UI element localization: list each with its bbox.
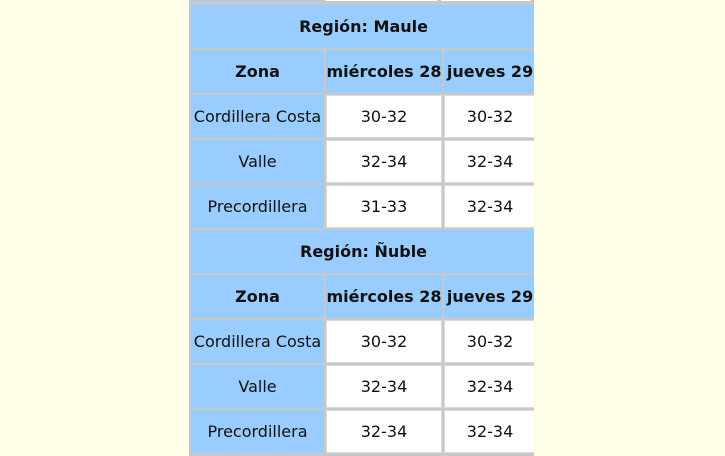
value-cell: 32-34 [444, 185, 534, 228]
table-row: Precordillera 32-34 32-34 [191, 410, 534, 453]
zone-cell: Valle [191, 365, 324, 408]
stub-cell [440, 0, 532, 2]
column-header-day1: miércoles 28 [326, 50, 442, 93]
value-cell: 31-33 [326, 185, 442, 228]
forecast-table: Región: Maule Zona miércoles 28 jueves 2… [189, 3, 534, 455]
table-row: Cordillera Costa 30-32 30-32 [191, 320, 534, 363]
region-title: Región: Ñuble [191, 230, 534, 273]
value-cell: 32-34 [326, 365, 442, 408]
column-header-day2: jueves 29 [444, 50, 534, 93]
zone-cell: Valle [191, 140, 324, 183]
value-cell: 30-32 [326, 95, 442, 138]
value-cell: 30-32 [444, 95, 534, 138]
stub-cell [191, 0, 322, 2]
value-cell: 30-32 [444, 320, 534, 363]
column-header-day1: miércoles 28 [326, 275, 442, 318]
header-row: Zona miércoles 28 jueves 29 [191, 275, 534, 318]
zone-cell: Precordillera [191, 185, 324, 228]
value-cell: 30-32 [326, 320, 442, 363]
value-cell: 32-34 [444, 140, 534, 183]
table-row: Precordillera 31-33 32-34 [191, 185, 534, 228]
column-header-zona: Zona [191, 50, 324, 93]
value-cell: 32-34 [444, 410, 534, 453]
value-cell: 32-34 [444, 365, 534, 408]
zone-cell: Cordillera Costa [191, 320, 324, 363]
zone-cell: Precordillera [191, 410, 324, 453]
forecast-table-container: Región: Maule Zona miércoles 28 jueves 2… [189, 0, 534, 456]
column-header-day2: jueves 29 [444, 275, 534, 318]
region-row: Región: Ñuble [191, 230, 534, 273]
stub-cell [324, 0, 438, 2]
table-row: Cordillera Costa 30-32 30-32 [191, 95, 534, 138]
value-cell: 32-34 [326, 140, 442, 183]
region-title: Región: Maule [191, 5, 534, 48]
table-row: Valle 32-34 32-34 [191, 140, 534, 183]
zone-cell: Cordillera Costa [191, 95, 324, 138]
table-row: Valle 32-34 32-34 [191, 365, 534, 408]
region-row: Región: Maule [191, 5, 534, 48]
column-header-zona: Zona [191, 275, 324, 318]
header-row: Zona miércoles 28 jueves 29 [191, 50, 534, 93]
value-cell: 32-34 [326, 410, 442, 453]
previous-row-stub [189, 0, 534, 2]
